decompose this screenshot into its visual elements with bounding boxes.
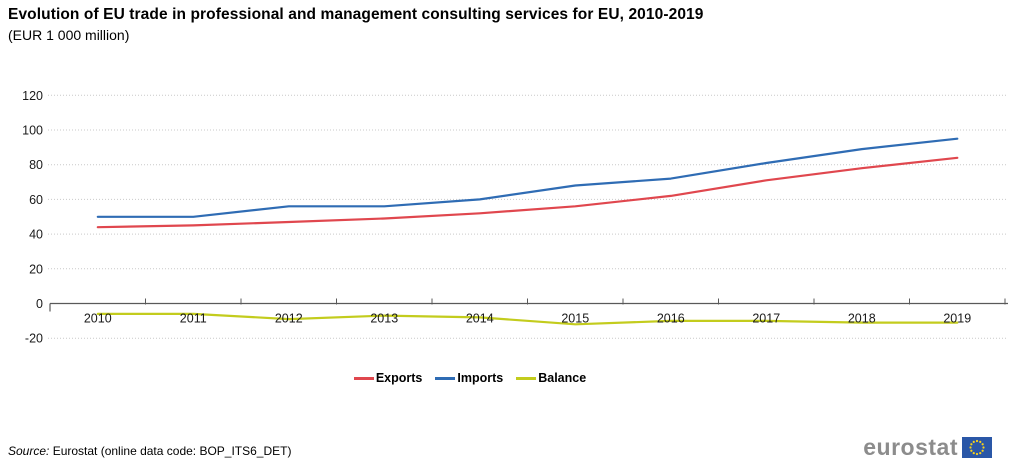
y-axis-label: 40 xyxy=(29,228,43,242)
y-axis-label: 20 xyxy=(29,262,43,276)
legend-item-imports: Imports xyxy=(435,371,503,385)
x-axis-label: 2014 xyxy=(466,312,494,326)
series-line-balance xyxy=(96,312,959,326)
x-axis-label: 2019 xyxy=(943,312,971,326)
x-axis-label: 2013 xyxy=(370,312,398,326)
eurostat-logo-text: eurostat xyxy=(863,434,958,460)
chart-plot-area: -20 0 20 40 60 80 100 120 2010 2011 2012 2013 2014 20… xyxy=(22,89,1008,346)
x-axis-label: 2015 xyxy=(561,312,589,326)
chart-title: Evolution of EU trade in professional an… xyxy=(8,6,704,23)
chart-subtitle: (EUR 1 000 million) xyxy=(8,27,130,43)
legend-swatch-imports xyxy=(435,376,456,380)
x-axis-label: 2011 xyxy=(180,312,207,326)
y-axis-label: 0 xyxy=(36,297,43,311)
source-label: Source: xyxy=(8,444,50,458)
source-note: Source: Eurostat (online data code: BOP_… xyxy=(8,444,291,458)
legend-swatch-exports xyxy=(353,376,374,380)
legend-item-balance: Balance xyxy=(516,371,586,385)
y-axis-label: 100 xyxy=(22,124,43,138)
eu-flag-icon xyxy=(962,437,992,458)
chart-legend: Exports Imports Balance xyxy=(0,371,940,385)
x-axis-label: 2012 xyxy=(275,312,303,326)
legend-item-exports: Exports xyxy=(353,371,423,385)
line-chart: -20 0 20 40 60 80 100 120 2010 2011 2012 2013 2014 20… xyxy=(0,60,1024,370)
legend-label-imports: Imports xyxy=(457,371,504,385)
source-text: Eurostat (online data code: BOP_ITS6_DET… xyxy=(49,444,292,458)
legend-label-balance: Balance xyxy=(538,371,587,385)
series-line-imports xyxy=(96,137,959,218)
y-axis-label: -20 xyxy=(25,332,43,346)
eurostat-logo: eurostat xyxy=(863,436,992,459)
y-axis-label: 120 xyxy=(22,89,43,103)
series-line-exports xyxy=(96,156,959,229)
legend-swatch-balance xyxy=(516,376,537,380)
x-axis-label: 2017 xyxy=(752,312,780,326)
y-axis-label: 60 xyxy=(29,193,43,207)
x-axis-label: 2018 xyxy=(848,312,876,326)
x-axis-label: 2010 xyxy=(84,312,112,326)
x-axis-label: 2016 xyxy=(657,312,685,326)
legend-label-exports: Exports xyxy=(375,371,423,385)
y-axis-label: 80 xyxy=(29,158,43,172)
